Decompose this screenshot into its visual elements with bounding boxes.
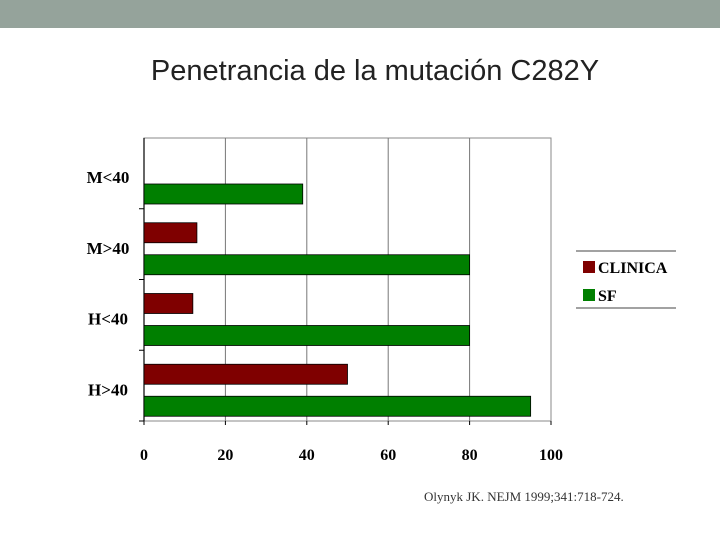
bar-sf <box>143 254 471 276</box>
bar-sf <box>143 325 471 346</box>
legend-swatch <box>583 261 595 273</box>
legend-label: CLINICA <box>598 260 668 277</box>
slide-title: Penetrancia de la mutación C282Y <box>150 55 600 87</box>
x-tick-label: 80 <box>462 447 478 464</box>
citation-text: Olynyk JK. NEJM 1999;341:718-724. <box>424 489 624 504</box>
bar-sf <box>143 395 532 417</box>
legend-swatch <box>583 289 595 301</box>
y-tick-label: H<40 <box>88 310 128 329</box>
y-tick-label: H>40 <box>88 380 128 399</box>
y-tick-label: M<40 <box>87 168 130 187</box>
x-tick-label: 60 <box>380 447 396 464</box>
x-tick-label: 0 <box>140 447 148 464</box>
x-tick-label: 100 <box>539 447 563 464</box>
bar-clinica <box>143 222 198 244</box>
legend-label: SF <box>598 288 617 305</box>
bar-clinica <box>143 293 194 314</box>
x-tick-label: 40 <box>299 447 315 464</box>
bar-clinica <box>143 363 348 385</box>
header-band <box>0 0 720 28</box>
bar-sf <box>143 183 304 205</box>
x-tick-label: 20 <box>217 447 233 464</box>
y-tick-label: M>40 <box>87 239 130 258</box>
